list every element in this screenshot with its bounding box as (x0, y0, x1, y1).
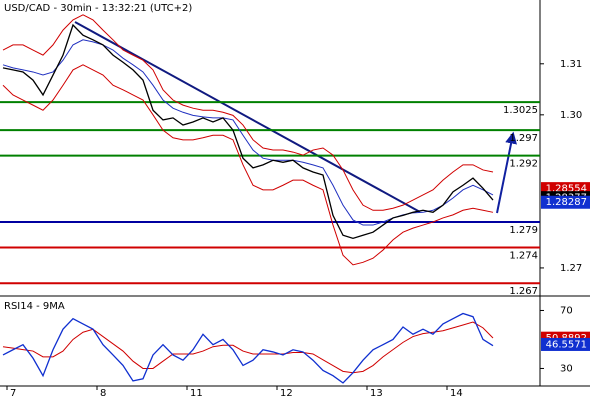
y-tick-label: 30 (560, 363, 573, 374)
x-tick-label: 13 (370, 388, 383, 399)
x-tick-label: 7 (10, 388, 16, 399)
price-tag-label: 1.28287 (546, 197, 587, 208)
y-tick-label: 1.31 (560, 59, 582, 70)
level-label: 1.297 (509, 133, 538, 144)
forecast-arrow (496, 131, 517, 214)
y-tick-label: 1.30 (560, 110, 582, 121)
x-tick-label: 12 (280, 388, 293, 399)
price-tag (541, 195, 590, 209)
price-tag-label: 1.28554 (546, 184, 587, 195)
level-label: 1.292 (509, 159, 538, 170)
y-tick-label: 1.27 (560, 263, 582, 274)
indicator-title: RSI14 - 9MA (4, 301, 65, 312)
chart-title: USD/CAD - 30min - 13:32:21 (UTC+2) (4, 3, 192, 14)
series-line (2, 23, 494, 240)
x-tick-label: 11 (190, 388, 203, 399)
level-label: 1.274 (509, 251, 538, 262)
level-label: 1.267 (509, 286, 538, 297)
series-line (2, 14, 494, 211)
level-label: 1.3025 (503, 105, 538, 116)
price-tag (541, 337, 590, 351)
series-line (2, 312, 494, 384)
price-tag-label: 46.5571 (546, 339, 587, 350)
x-tick-label: 8 (100, 388, 106, 399)
x-tick-label: 14 (450, 388, 463, 399)
y-tick-label: 70 (560, 305, 573, 316)
series-line (2, 321, 494, 374)
series-line (2, 64, 494, 266)
trendline (74, 21, 421, 213)
level-label: 1.279 (509, 225, 538, 236)
